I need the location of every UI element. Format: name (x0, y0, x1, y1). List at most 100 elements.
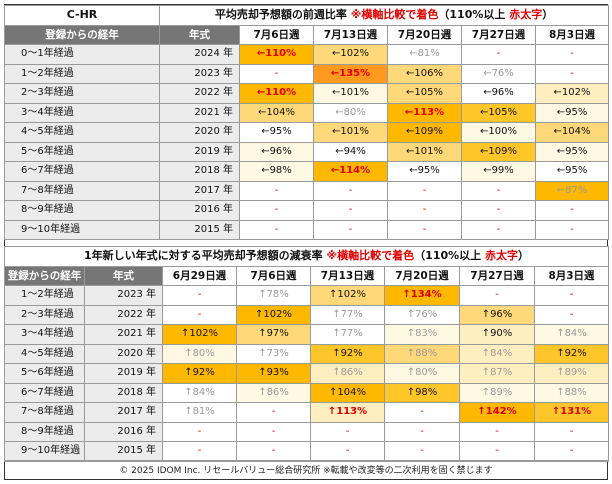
row-age-label: 6～7年経過 (4, 382, 85, 403)
row-model-year: 2020 年 (159, 122, 240, 143)
ratio-cell: ↑97% (236, 324, 311, 345)
ratio-cell: ←135% (313, 63, 388, 84)
row-model-year: 2023 年 (159, 63, 240, 84)
ratio-cell: - (534, 200, 610, 221)
row-model-year: 2021 年 (159, 102, 240, 123)
header-week: 7月20日週 (384, 265, 460, 286)
ratio-cell: ↑98% (384, 382, 460, 403)
ratio-cell: ←76% (461, 63, 536, 84)
row-age-label: 7～8年経過 (4, 180, 160, 201)
ratio-cell: ←95% (534, 102, 610, 123)
ratio-cell: - (384, 402, 460, 423)
ratio-cell: ↑89% (534, 363, 609, 384)
ratio-cell: ↑80% (384, 363, 460, 384)
table-row: 9～10年経過 2015 年----- (4, 219, 610, 240)
ratio-cell: ↑131% (534, 402, 609, 423)
ratio-cell: ↑142% (459, 402, 535, 423)
table-row: 2～3年経過 2022 年 ←110% ←101% ←105% ←96% ←102% (4, 83, 610, 104)
ratio-cell: - (313, 219, 388, 240)
row-model-year: 2022 年 (84, 304, 163, 325)
row-age-label: 4～5年経過 (4, 343, 85, 364)
ratio-cell: ↑73% (236, 343, 311, 364)
header-age: 登録からの経年 (4, 265, 85, 286)
ratio-cell: - (534, 219, 610, 240)
ratio-cell: - (239, 63, 314, 84)
model-name: C-HR (4, 5, 160, 26)
ratio-cell: - (313, 200, 388, 221)
header-week: 7月6日週 (236, 265, 311, 286)
row-model-year: 2017 年 (159, 180, 240, 201)
table2-body: 1～2年経過 2023 年 - ↑78% ↑102% ↑134% - -2～3年経過 2022 … (4, 285, 609, 462)
ratio-cell: ←101% (387, 141, 462, 162)
ratio-cell: ↑134% (384, 285, 460, 306)
ratio-cell: ↑89% (459, 382, 535, 403)
ratio-cell: - (236, 421, 311, 442)
table-row: 0～1年経過 2024 年 ←110% ←102% ←81% - - (4, 44, 610, 65)
ratio-cell: ←109% (461, 141, 536, 162)
table-row: 2～3年経過 2022 年 - ↑102% ↑77% ↑76% ↑96% - (4, 304, 609, 325)
ratio-cell: ↑77% (310, 304, 385, 325)
row-age-label: 9～10年経過 (4, 219, 160, 240)
header-week: 8月3日週 (534, 24, 610, 45)
ratio-cell: - (313, 180, 388, 201)
row-model-year: 2016 年 (84, 421, 163, 442)
ratio-cell: ←106% (387, 63, 462, 84)
ratio-cell: ←81% (387, 44, 462, 65)
ratio-cell: ↑88% (384, 343, 460, 364)
ratio-cell: ←98% (239, 161, 314, 182)
header-year: 年式 (84, 265, 163, 286)
header-week: 6月29日週 (162, 265, 237, 286)
ratio-cell: - (384, 421, 460, 442)
table-row: 3～4年経過 2021 年 ←104% ←80% ←113% ←105% ←95% (4, 102, 610, 123)
ratio-cell: ↑84% (534, 324, 609, 345)
ratio-cell: ←104% (239, 102, 314, 123)
ratio-cell: ←96% (461, 83, 536, 104)
table-row: 6～7年経過 2018 年 ↑84% ↑86% ↑104% ↑98% ↑89% ↑88% (4, 382, 609, 403)
row-age-label: 1～2年経過 (4, 63, 160, 84)
ratio-cell: ↑92% (310, 343, 385, 364)
ratio-cell: ←94% (313, 141, 388, 162)
row-age-label: 4～5年経過 (4, 122, 160, 143)
header-week: 7月27日週 (459, 265, 535, 286)
table1-title-row: C-HR 平均売却予想額の前週比率 ※横軸比較で着色（110%以上 赤太字） (4, 5, 610, 26)
ratio-cell: - (239, 200, 314, 221)
table2-header-row: 登録からの経年 年式 6月29日週 7月6日週 7月13日週 7月20日週 7月… (4, 265, 609, 286)
ratio-cell: - (387, 200, 462, 221)
row-model-year: 2024 年 (159, 44, 240, 65)
ratio-cell: - (387, 180, 462, 201)
ratio-cell: - (239, 219, 314, 240)
ratio-cell: ←105% (461, 102, 536, 123)
table1-body: 0～1年経過 2024 年 ←110% ←102% ←81% - -1～2年経過 2023 年… (4, 44, 610, 240)
ratio-cell: ←109% (387, 122, 462, 143)
header-week: 7月27日週 (461, 24, 536, 45)
table-row: 9～10年経過 2015 年------ (4, 441, 609, 462)
weekly-ratio-table: C-HR 平均売却予想額の前週比率 ※横軸比較で着色（110%以上 赤太字） 登… (4, 5, 610, 240)
ratio-cell: - (459, 285, 535, 306)
document-frame (4, 4, 608, 480)
ratio-cell: ↑77% (310, 324, 385, 345)
ratio-cell: ←101% (313, 83, 388, 104)
ratio-cell: - (461, 200, 536, 221)
table-row: 5～6年経過 2019 年 ←96% ←94% ←101% ←109% ←95% (4, 141, 610, 162)
ratio-cell: - (162, 421, 237, 442)
ratio-cell: - (236, 441, 311, 462)
ratio-cell: ↑80% (162, 343, 237, 364)
table-row: 8～9年経過 2016 年----- (4, 200, 610, 221)
row-age-label: 7～8年経過 (4, 402, 85, 423)
ratio-cell: ↑88% (534, 382, 609, 403)
row-model-year: 2019 年 (84, 363, 163, 384)
table-row: 8～9年経過 2016 年------ (4, 421, 609, 442)
ratio-cell: ↑84% (162, 382, 237, 403)
table-row: 5～6年経過 2019 年 ↑92% ↑93% ↑86% ↑80% ↑87% ↑89% (4, 363, 609, 384)
ratio-cell: - (236, 402, 311, 423)
ratio-cell: ←87% (534, 180, 610, 201)
table2-title-row: 1年新しい年式に対する平均売却予想額の減衰率 ※横軸比較で着色（110%以上 赤… (4, 246, 609, 267)
ratio-cell: ↑86% (236, 382, 311, 403)
ratio-cell: ↑78% (236, 285, 311, 306)
ratio-cell: ←110% (239, 83, 314, 104)
ratio-cell: ↑102% (310, 285, 385, 306)
row-age-label: 9～10年経過 (4, 441, 85, 462)
row-model-year: 2016 年 (159, 200, 240, 221)
table-row: 6～7年経過 2018 年 ←98% ←114% ←95% ←99% ←95% (4, 161, 610, 182)
ratio-cell: ↑76% (384, 304, 460, 325)
